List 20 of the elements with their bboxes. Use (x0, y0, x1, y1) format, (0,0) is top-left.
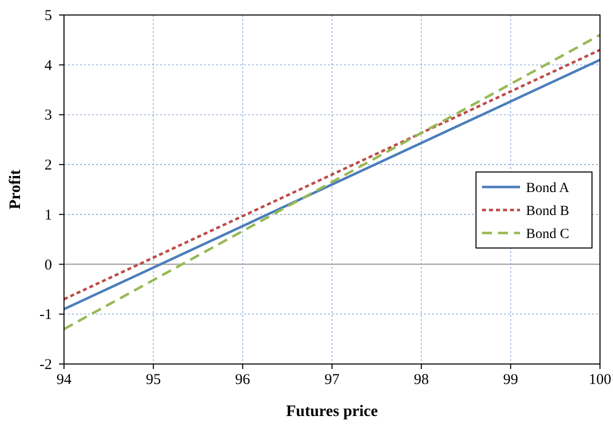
x-tick-label: 95 (146, 372, 161, 388)
x-tick-label: 100 (588, 372, 612, 388)
y-tick-label: -1 (40, 307, 52, 324)
y-tick-label: 5 (44, 8, 52, 24)
y-tick-label: -2 (40, 357, 52, 373)
y-tick-label: 1 (44, 207, 52, 224)
y-tick-label: 0 (44, 257, 52, 274)
x-tick-label: 96 (235, 372, 251, 388)
x-tick-label: 94 (56, 372, 72, 388)
x-tick-label: 97 (324, 372, 340, 388)
x-tick-label: 99 (503, 372, 518, 388)
x-tick-label: 98 (414, 372, 429, 388)
legend-label: Bond C (526, 227, 570, 242)
y-tick-label: 2 (44, 158, 52, 174)
x-axis-title: Futures price (286, 403, 378, 420)
legend-label: Bond A (526, 181, 570, 196)
y-tick-label: 4 (44, 58, 52, 74)
y-tick-label: 3 (44, 108, 52, 124)
y-axis-title: Profit (7, 168, 24, 210)
legend-label: Bond B (526, 204, 570, 219)
